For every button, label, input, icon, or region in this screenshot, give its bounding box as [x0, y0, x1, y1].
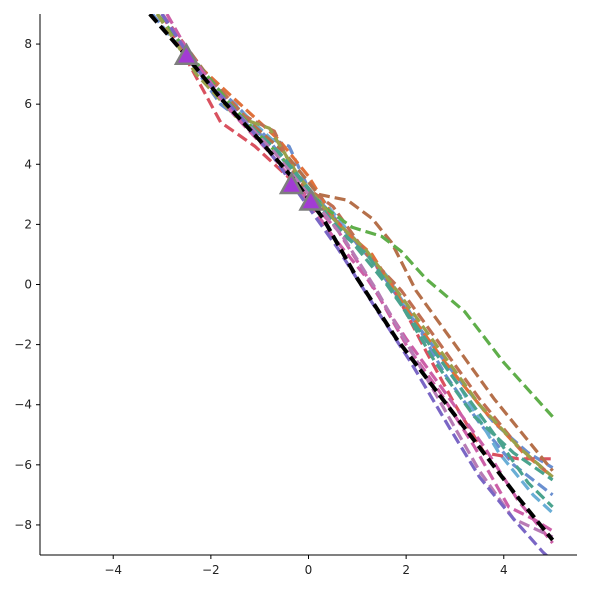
x-tick-label: 4 [500, 563, 508, 577]
y-tick-label: 2 [24, 217, 32, 231]
marker-layer [173, 42, 324, 211]
triangle-marker-1 [173, 42, 200, 66]
x-tick-label: −4 [104, 563, 122, 577]
y-tick-label: −6 [14, 458, 32, 472]
x-tick-label: 0 [305, 563, 313, 577]
triangle-marker-2 [278, 171, 305, 195]
y-tick-label: 4 [24, 157, 32, 171]
x-tick-label: −2 [202, 563, 220, 577]
series-line-6 [160, 14, 554, 472]
series-line-3 [160, 14, 554, 515]
series-line-16 [148, 14, 555, 542]
x-axis-ticks: −4 −2 0 2 4 [104, 555, 508, 577]
y-tick-label: 8 [24, 37, 32, 51]
series-line-8 [155, 14, 554, 418]
y-axis-ticks: −8 −6 −4 −2 0 2 4 6 8 [14, 37, 40, 532]
series-layer [148, 14, 555, 555]
x-tick-label: 2 [402, 563, 410, 577]
triangle-marker-3 [298, 188, 324, 211]
y-tick-label: 6 [24, 97, 32, 111]
series-line-1 [151, 14, 554, 470]
series-line-13 [160, 14, 554, 545]
y-tick-label: −8 [14, 518, 32, 532]
series-line-7 [160, 14, 554, 479]
y-tick-label: −2 [14, 338, 32, 352]
y-tick-label: 0 [24, 278, 32, 292]
series-line-4 [160, 14, 553, 461]
series-line-11 [160, 14, 554, 509]
series-line-15 [160, 14, 549, 555]
y-tick-label: −4 [14, 398, 32, 412]
